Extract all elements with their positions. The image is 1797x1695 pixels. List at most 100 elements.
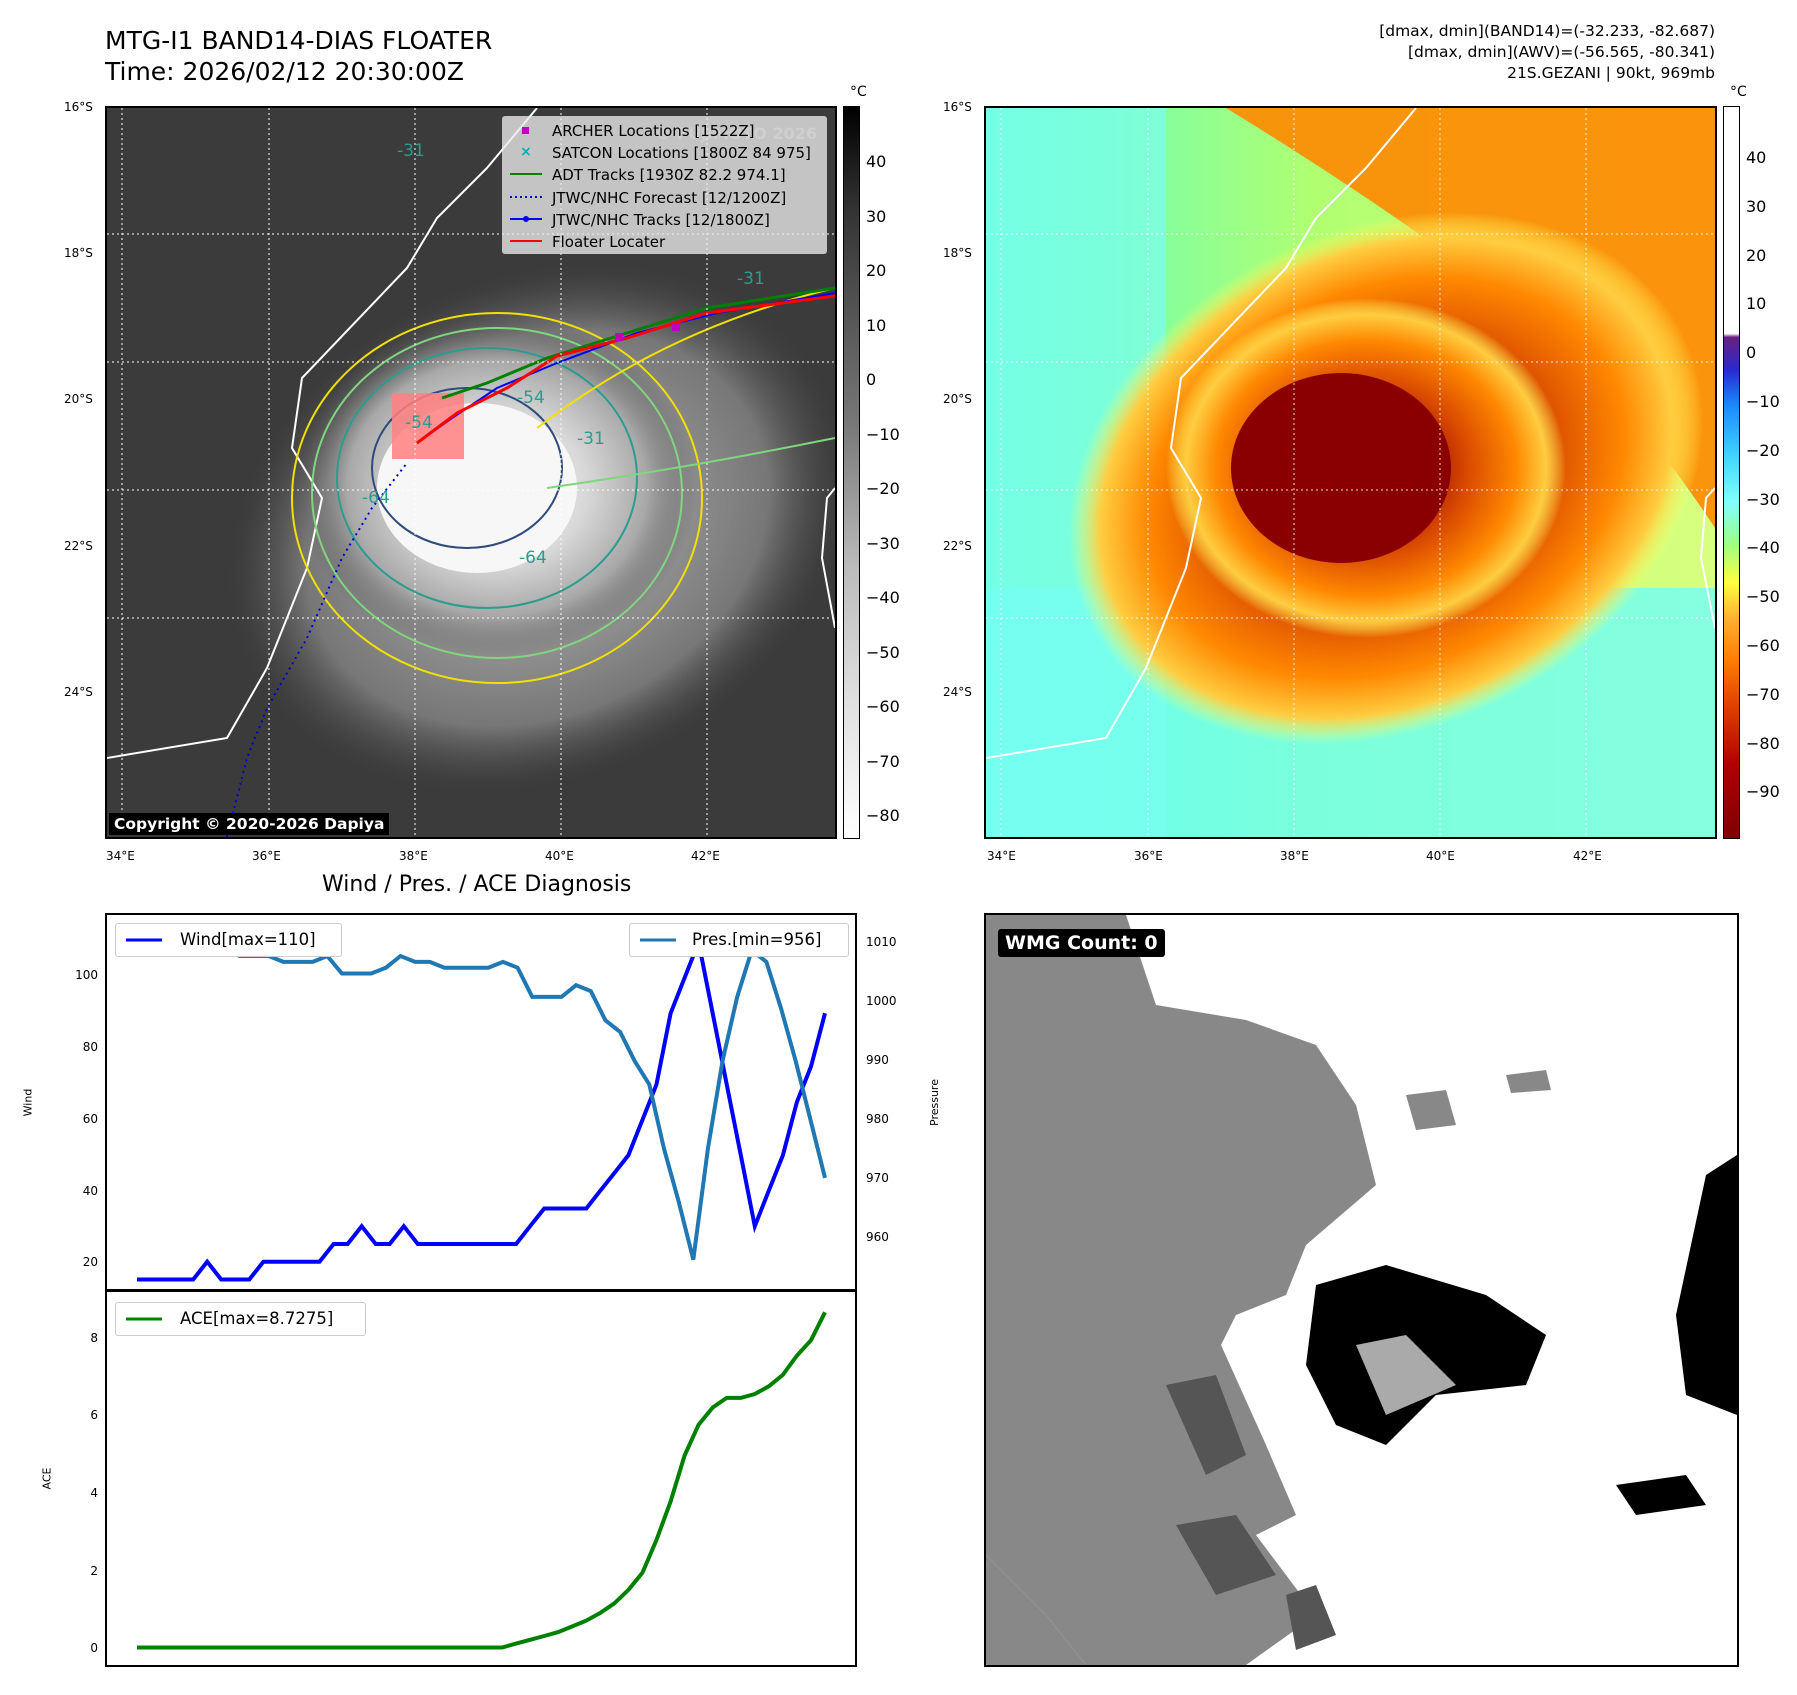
lat-label: 24°S xyxy=(943,685,972,699)
colorbar-tick: −20 xyxy=(1746,440,1780,460)
lat-label: 22°S xyxy=(943,539,972,553)
colorbar-tick: −60 xyxy=(1746,636,1780,655)
axis-tick-label: 980 xyxy=(866,1111,889,1126)
legend-tracks: JTWC/NHC Tracks [12/1800Z] xyxy=(552,211,770,229)
colorbar-tick: −70 xyxy=(1746,684,1780,704)
ace-legend-line-icon xyxy=(126,1317,162,1321)
colorbar-tick: −30 xyxy=(1746,489,1780,509)
ir-imagery-panel: -54 -31 -64 -54 -31 -64 -31 © FUJIMOTO 2… xyxy=(105,106,837,839)
figure-time: Time: 2026/02/12 20:30:00Z xyxy=(105,57,464,86)
contour-label: -54 xyxy=(517,388,545,408)
colorbar-tick: −70 xyxy=(866,751,900,771)
legend-forecast: JTWC/NHC Forecast [12/1200Z] xyxy=(552,189,787,207)
wind-legend: Wind[max=110] xyxy=(115,923,342,957)
archer-location xyxy=(672,323,680,331)
storm-info: 21S.GEZANI | 90kt, 969mb xyxy=(1507,64,1715,82)
contour-label: -64 xyxy=(519,548,547,568)
axis-tick-label: 0 xyxy=(90,1641,98,1656)
figure-title: MTG-I1 BAND14-DIAS FLOATER xyxy=(105,26,493,55)
ir-colorbar-unit: °C xyxy=(850,84,867,100)
pressure-axis-label: Pressure xyxy=(927,1079,941,1126)
ir-legend: © FUJIMOTO 2026 × ARCHER Locations [1522… xyxy=(502,116,827,254)
ace-axis-label: ACE xyxy=(40,1467,54,1490)
ace-chart xyxy=(137,1311,827,1650)
axis-tick-label: 40 xyxy=(82,1183,98,1198)
colorbar-tick: −10 xyxy=(1746,392,1780,411)
lat-label: 24°S xyxy=(64,685,93,699)
legend-adt: ADT Tracks [1930Z 82.2 974.1] xyxy=(552,166,786,184)
band14-range: [dmax, dmin](BAND14)=(-32.233, -82.687) xyxy=(1379,22,1715,40)
axis-tick-label: 6 xyxy=(90,1408,98,1423)
jtwc-forecast-track xyxy=(226,462,408,837)
colorbar-tick: 40 xyxy=(866,152,887,171)
colorbar-tick: −20 xyxy=(866,479,900,498)
lon-label: 38°E xyxy=(399,849,428,863)
wind-legend-label: Wind[max=110] xyxy=(180,930,316,949)
lat-label: 16°S xyxy=(64,100,93,114)
floater-box xyxy=(392,393,464,459)
lat-label: 22°S xyxy=(64,539,93,553)
axis-tick-label: 4 xyxy=(90,1486,98,1501)
colorbar-tick: 10 xyxy=(866,315,887,335)
colorbar-tick: 30 xyxy=(1746,196,1767,216)
legend-floater: Floater Locater xyxy=(552,233,666,251)
colorbar-tick: 20 xyxy=(866,261,887,280)
lat-label: 16°S xyxy=(943,100,972,114)
lon-label: 36°E xyxy=(252,849,281,863)
lat-label: 18°S xyxy=(64,246,93,260)
pres-legend-label: Pres.[min=956] xyxy=(692,930,822,949)
lon-label: 40°E xyxy=(1426,849,1455,863)
colorbar-tick: 0 xyxy=(1746,343,1757,363)
colorbar-tick: −40 xyxy=(866,588,900,607)
ace-legend: ACE[max=8.7275] xyxy=(115,1302,366,1336)
track-dot-icon xyxy=(523,216,529,222)
lon-label: 34°E xyxy=(106,849,135,863)
axis-tick-label: 970 xyxy=(866,1170,889,1185)
ace-series-line xyxy=(137,1311,827,1650)
axis-tick-label: 990 xyxy=(866,1052,889,1067)
axis-tick-label: 80 xyxy=(82,1040,98,1055)
legend-satcon: SATCON Locations [1800Z 84 975] xyxy=(552,144,811,162)
wv-imagery xyxy=(986,108,1715,837)
wind-pressure-chart xyxy=(137,930,827,1282)
axis-tick-label: 8 xyxy=(90,1330,98,1345)
contour-label: -64 xyxy=(362,488,390,508)
lon-label: 40°E xyxy=(545,849,574,863)
lat-label: 20°S xyxy=(943,392,972,406)
colorbar-tick: 20 xyxy=(1746,245,1767,265)
colorbar-tick: −50 xyxy=(866,642,900,662)
wind-legend-line-icon xyxy=(126,938,162,942)
wv-imagery-panel xyxy=(984,106,1717,839)
diagnosis-title: Wind / Pres. / ACE Diagnosis xyxy=(322,872,632,897)
lat-label: 20°S xyxy=(64,392,93,406)
wv-colorbar-unit: °C xyxy=(1730,84,1747,100)
colorbar-tick: −40 xyxy=(1746,538,1780,558)
colorbar-tick: −30 xyxy=(866,533,900,553)
wmg-panel: WMG Count: 0 xyxy=(984,913,1739,1667)
axis-tick-label: 60 xyxy=(82,1111,98,1126)
colorbar-tick: −60 xyxy=(866,697,900,716)
lat-label: 18°S xyxy=(943,246,972,260)
wind-axis-label: Wind xyxy=(21,1088,35,1117)
axis-tick-label: 20 xyxy=(82,1255,98,1270)
lon-label: 34°E xyxy=(987,849,1016,863)
pressure-series-line xyxy=(137,930,827,1261)
archer-marker-icon xyxy=(522,127,529,134)
colorbar-tick: 0 xyxy=(866,370,877,389)
contour-label: -54 xyxy=(405,413,433,433)
satcon-marker-icon: × xyxy=(520,144,532,160)
colorbar-tick: 30 xyxy=(866,206,887,226)
watermark: © FUJIMOTO 2026 xyxy=(655,124,817,143)
wmg-count-badge: WMG Count: 0 xyxy=(998,929,1165,957)
ace-panel: ACE[max=8.7275] xyxy=(105,1290,857,1667)
legend-archer: ARCHER Locations [1522Z] xyxy=(552,122,755,140)
colorbar-tick: −80 xyxy=(1746,733,1780,753)
lon-label: 36°E xyxy=(1134,849,1163,863)
colorbar-tick: 10 xyxy=(1746,294,1767,314)
contour-label: -31 xyxy=(737,269,765,289)
ace-legend-label: ACE[max=8.7275] xyxy=(180,1309,334,1328)
lon-label: 42°E xyxy=(691,849,720,863)
copyright: Copyright © 2020-2026 Dapiya xyxy=(109,813,390,835)
pres-legend: Pres.[min=956] xyxy=(629,923,849,957)
colorbar-tick: 40 xyxy=(1746,148,1767,167)
